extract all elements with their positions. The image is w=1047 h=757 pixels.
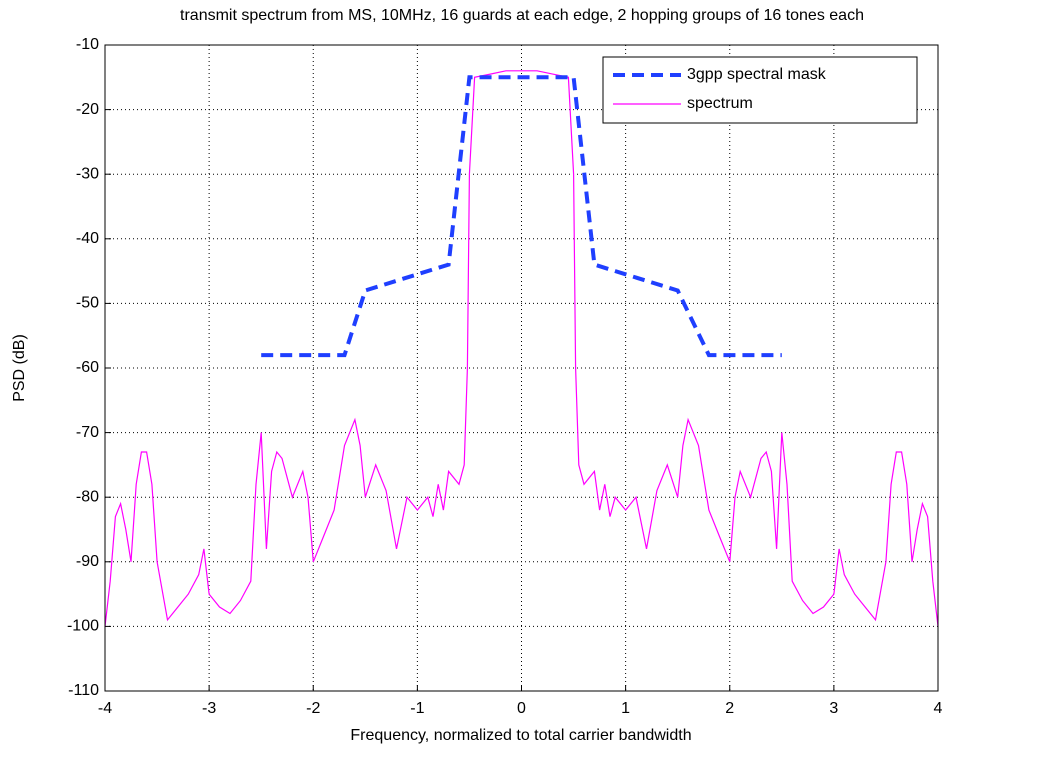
- x-tick-label: 2: [725, 700, 734, 717]
- x-tick-label: -1: [410, 700, 424, 717]
- y-tick-label: -10: [76, 36, 99, 53]
- x-tick-label: 4: [934, 700, 943, 717]
- y-tick-label: -20: [76, 101, 99, 118]
- y-tick-label: -70: [76, 424, 99, 441]
- legend-label: 3gpp spectral mask: [687, 66, 827, 83]
- y-tick-label: -30: [76, 165, 99, 182]
- y-tick-label: -110: [68, 682, 99, 699]
- legend-label: spectrum: [687, 95, 753, 112]
- data-line: [104, 70, 939, 627]
- y-tick-label: -80: [76, 488, 99, 505]
- y-tick-label: -40: [76, 230, 99, 247]
- axes-box: [104, 44, 939, 692]
- y-axis-label: PSD (dB): [11, 334, 28, 402]
- x-tick-label: 1: [621, 700, 630, 717]
- x-axis-label: Frequency, normalized to total carrier b…: [350, 727, 691, 744]
- chart-title: transmit spectrum from MS, 10MHz, 16 gua…: [180, 7, 864, 24]
- x-tick-label: -4: [98, 700, 112, 717]
- x-tick-label: -2: [306, 700, 320, 717]
- x-tick-label: -3: [202, 700, 216, 717]
- y-tick-label: -100: [67, 618, 99, 635]
- y-tick-label: -50: [76, 295, 99, 312]
- data-line: [261, 75, 782, 358]
- legend-box: [602, 56, 918, 124]
- x-tick-label: 0: [517, 700, 526, 717]
- y-tick-label: -90: [76, 553, 99, 570]
- x-tick-label: 3: [829, 700, 838, 717]
- y-tick-label: -60: [76, 359, 99, 376]
